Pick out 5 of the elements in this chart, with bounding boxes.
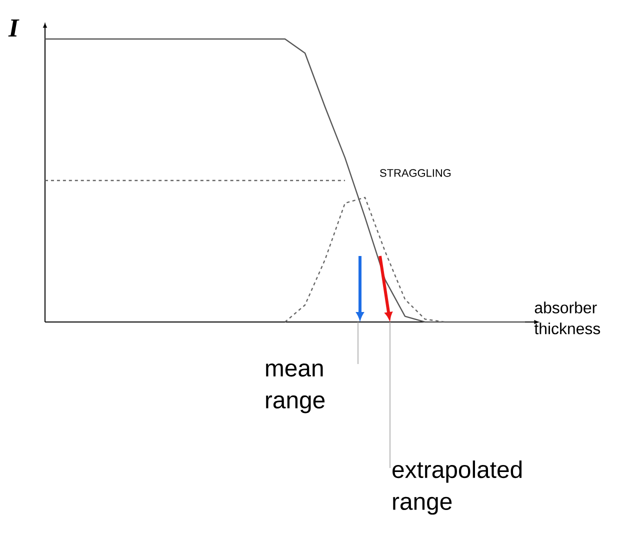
text: mean range — [266, 364, 325, 414]
y-axis-title: I — [8, 20, 20, 36]
x-axis-title: absorber thickness — [534, 302, 600, 334]
annotation: STRAGGLING — [380, 169, 451, 177]
text: extrapolated range — [392, 460, 522, 515]
